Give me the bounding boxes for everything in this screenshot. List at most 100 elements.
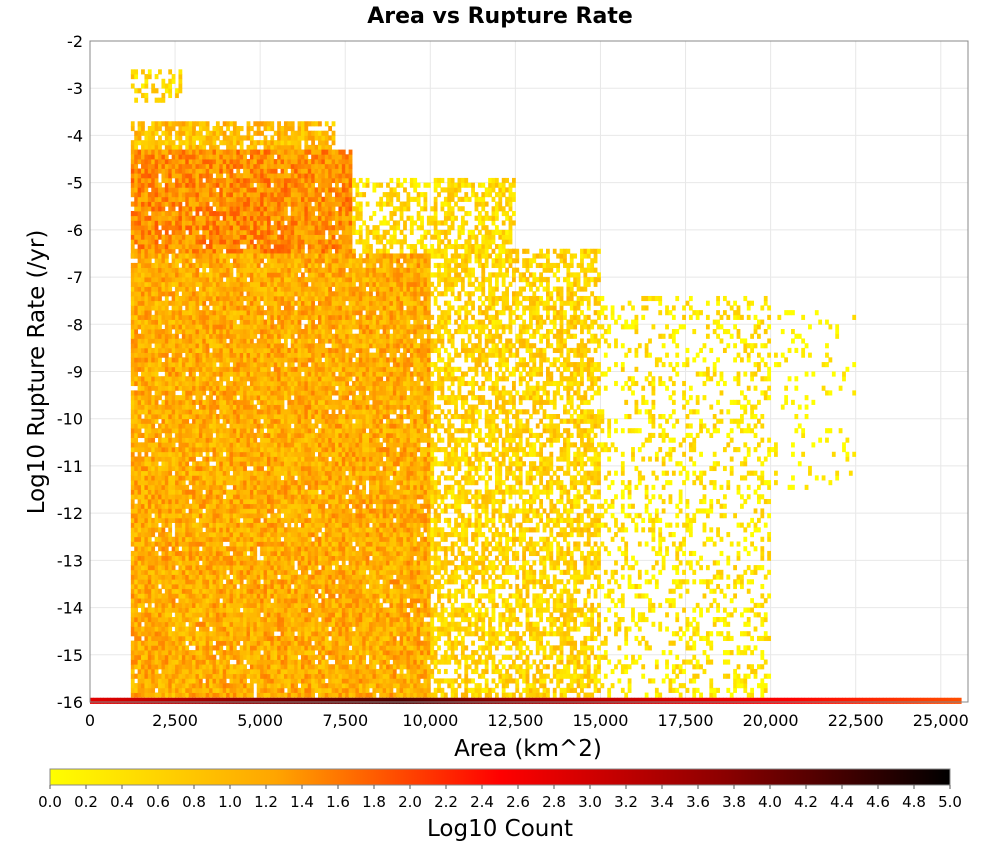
heatmap-cell	[205, 560, 210, 566]
heatmap-cell	[171, 413, 176, 420]
heatmap-cell	[222, 333, 227, 339]
heatmap-cell	[226, 588, 230, 594]
heatmap-cell	[243, 196, 247, 202]
heatmap-cell	[232, 654, 237, 660]
heatmap-cell	[144, 683, 149, 689]
heatmap-cell	[178, 163, 183, 169]
heatmap-cell	[195, 668, 200, 675]
heatmap-cell	[130, 612, 135, 618]
heatmap-cell	[321, 206, 326, 212]
heatmap-cell	[226, 480, 230, 486]
heatmap-cell	[229, 621, 234, 627]
heatmap-cell	[341, 173, 346, 179]
heatmap-cell	[484, 229, 489, 235]
heatmap-cell	[164, 650, 169, 656]
heatmap-cell	[185, 277, 190, 283]
heatmap-cell	[161, 300, 166, 306]
heatmap-cell	[406, 244, 411, 250]
heatmap-cell	[229, 640, 234, 646]
heatmap-cell	[151, 437, 156, 443]
heatmap-cell	[154, 125, 159, 132]
heatmap-cell	[324, 140, 329, 146]
heatmap-cell	[178, 357, 183, 363]
heatmap-cell	[290, 225, 295, 231]
heatmap-cell	[161, 310, 166, 316]
heatmap-cell	[168, 678, 173, 684]
heatmap-cell	[130, 583, 135, 590]
heatmap-cell	[198, 532, 203, 538]
heatmap-cell	[141, 163, 145, 169]
heatmap-cell	[219, 541, 224, 547]
heatmap-cell	[181, 602, 186, 608]
heatmap-cell	[154, 329, 159, 335]
heatmap-cell	[443, 210, 448, 217]
heatmap-cell	[181, 192, 186, 198]
heatmap-cell	[202, 565, 207, 571]
heatmap-cell	[154, 418, 159, 424]
heatmap-cell	[396, 177, 401, 184]
heatmap-cell	[494, 244, 499, 250]
heatmap-cell	[236, 206, 241, 212]
heatmap-cell	[467, 239, 472, 245]
heatmap-cell	[222, 135, 227, 141]
heatmap-cell	[277, 121, 281, 127]
heatmap-cell	[256, 210, 261, 217]
heatmap-cell	[426, 220, 431, 226]
heatmap-cell	[277, 192, 281, 198]
heatmap-cell	[236, 234, 241, 240]
heatmap-cell	[151, 461, 156, 467]
heatmap-cell	[270, 149, 275, 155]
heatmap-cell	[212, 329, 217, 335]
heatmap-cell	[232, 498, 237, 505]
heatmap-cell	[246, 220, 251, 226]
heatmap-cell	[256, 177, 261, 184]
heatmap-cell	[338, 149, 343, 155]
heatmap-cell	[212, 300, 217, 306]
heatmap-cell	[205, 352, 210, 358]
heatmap-cell	[266, 173, 271, 179]
heatmap-cell	[212, 390, 217, 396]
heatmap-cell	[202, 220, 207, 226]
heatmap-cell	[277, 206, 281, 212]
heatmap-cell	[430, 220, 435, 226]
heatmap-cell	[447, 182, 452, 188]
heatmap-cell	[161, 607, 166, 613]
heatmap-cell	[290, 248, 295, 254]
heatmap-cell	[484, 215, 489, 221]
heatmap-cell	[229, 338, 234, 344]
heatmap-cell	[253, 130, 258, 136]
heatmap-cell	[232, 494, 237, 500]
heatmap-cell	[226, 456, 230, 462]
heatmap-cell	[141, 187, 145, 193]
heatmap-cell	[205, 310, 210, 316]
heatmap-cell	[229, 343, 234, 349]
heatmap-cell	[144, 687, 149, 693]
heatmap-cell	[151, 494, 156, 500]
heatmap-cell	[178, 159, 183, 165]
heatmap-cell	[205, 659, 210, 665]
heatmap-cell	[144, 659, 149, 665]
heatmap-cell	[144, 631, 149, 637]
heatmap-cell	[134, 650, 139, 656]
heatmap-cell	[147, 583, 152, 590]
heatmap-cell	[202, 380, 207, 387]
heatmap-cell	[168, 683, 173, 689]
heatmap-cell	[147, 428, 152, 434]
heatmap-cell	[175, 267, 179, 273]
heatmap-cell	[226, 149, 230, 155]
heatmap-cell	[311, 182, 316, 188]
heatmap-cell	[192, 253, 196, 259]
heatmap-cell	[219, 262, 224, 269]
heatmap-cell	[161, 83, 166, 89]
heatmap-cell	[202, 291, 207, 297]
heatmap-cell	[215, 607, 220, 613]
heatmap-cell	[219, 192, 224, 198]
heatmap-cell	[134, 617, 139, 623]
heatmap-cell	[178, 517, 183, 523]
heatmap-cell	[215, 144, 220, 150]
heatmap-cell	[188, 310, 193, 316]
heatmap-cell	[164, 673, 169, 679]
heatmap-cell	[372, 210, 377, 217]
heatmap-cell	[198, 640, 203, 646]
heatmap-cell	[134, 196, 139, 202]
